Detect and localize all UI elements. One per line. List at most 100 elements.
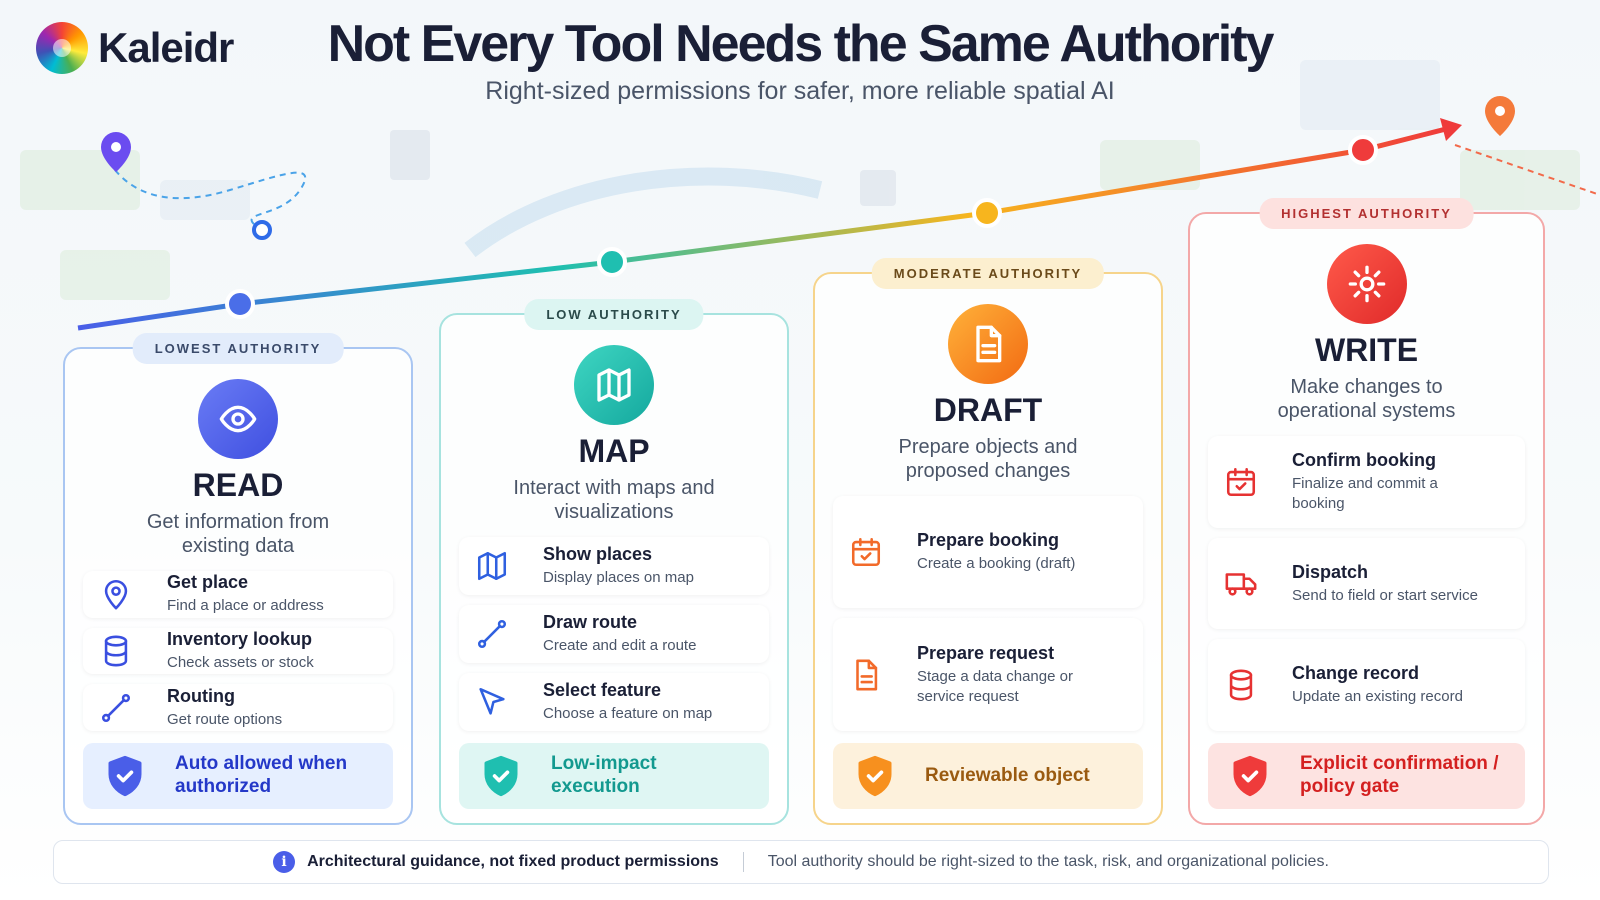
tool-icon [104, 635, 128, 667]
tier-name: MAP [578, 433, 650, 469]
tier-badge: HIGHEST AUTHORITY [1259, 198, 1474, 229]
outcome-text: Explicit confirmation / policy gate [1300, 753, 1499, 797]
tool-row: Prepare booking Create a booking (draft) [833, 495, 1143, 609]
map-blocks [20, 60, 1580, 300]
tool-description: Choose a feature on map [543, 705, 713, 723]
tool-description: Check assets or stock [167, 654, 314, 672]
outcome-icon [108, 755, 142, 797]
tool-row: Change record Update an existing record [1208, 639, 1525, 731]
logo [36, 22, 88, 74]
pin-dot [111, 142, 121, 152]
tool-name: Show places [543, 544, 653, 565]
tier-badge: LOWEST AUTHORITY [132, 333, 344, 364]
tool-text: Prepare request Stage a data change or se… [917, 643, 1107, 706]
footer-note: Architectural guidance, not fixed produc… [307, 853, 719, 870]
tool-name: Prepare request [917, 643, 1055, 664]
tool-icon [101, 693, 131, 722]
tier-glyph [597, 368, 631, 402]
tool-name: Select feature [543, 680, 662, 701]
tool-description: Send to field or start service [1292, 586, 1478, 604]
tool-row: Confirm booking Finalize and commit a boo… [1208, 435, 1525, 528]
tool-text: Get place Find a place or address [167, 572, 324, 616]
tool-description: Display places on map [543, 569, 694, 587]
tool-name: Dispatch [1292, 561, 1369, 582]
tool-text: Prepare booking Create a booking (draft) [917, 530, 1075, 574]
tool-text: Draw route Create and edit a route [543, 612, 696, 656]
tier-name: READ [192, 467, 284, 503]
tool-icon [477, 619, 507, 648]
outcome-text: Reviewable object [925, 764, 1090, 786]
outcome: Explicit confirmation / policy gate [1208, 743, 1525, 809]
tier-glyph [219, 405, 257, 433]
tier-name: DRAFT [933, 392, 1043, 428]
route-dash [114, 169, 307, 231]
tier-card: LOWEST AUTHORITY READ Get information from… [63, 333, 413, 825]
outcome: Reviewable object [833, 743, 1143, 809]
tool-name: Inventory lookup [167, 629, 313, 650]
tool-text: Show places Display places on map [543, 544, 694, 588]
tool-description: Stage a data change or service request [917, 668, 1073, 705]
tool-text: Dispatch Send to field or start service [1292, 562, 1478, 606]
outcome-text: Low-impact execution [551, 753, 657, 797]
subtitle: Right-sized permissions for safer, more … [485, 77, 1115, 105]
tool-list: Show places Display places on map Draw rou… [459, 536, 769, 732]
brand: Kaleidr [36, 22, 234, 74]
tool-row: Get place Find a place or address [83, 570, 393, 618]
tool-text: Routing Get route options [167, 686, 282, 730]
tool-row: Select feature Choose a feature on map [459, 672, 769, 732]
tier-description: Prepare objects and proposed changes [898, 436, 1078, 483]
outcome-icon [858, 755, 892, 797]
tool-list: Prepare booking Create a booking (draft) P… [833, 495, 1143, 731]
tool-icon [856, 659, 878, 691]
tool-icon [1226, 467, 1256, 496]
tool-row: Inventory lookup Check assets or stock [83, 627, 393, 675]
tool-icon [851, 538, 881, 567]
arrow-head [1440, 118, 1462, 141]
tool-description: Update an existing record [1292, 688, 1463, 706]
tier-icon [948, 304, 1028, 384]
tier-badge: MODERATE AUTHORITY [871, 258, 1105, 289]
outcome-icon [484, 755, 518, 797]
tier-icon [1326, 244, 1407, 324]
route-end [252, 220, 272, 240]
tier-icon [198, 379, 278, 459]
tool-name: Routing [167, 685, 235, 706]
tier-icon [574, 345, 654, 425]
tier-glyph [976, 325, 1002, 363]
footer-detail: Tool authority should be right-sized to … [767, 853, 1329, 870]
footer: i Architectural guidance, not fixed prod… [53, 840, 1549, 884]
info-icon: i [273, 851, 296, 873]
tool-icon [104, 580, 128, 610]
tool-description: Get route options [167, 710, 283, 728]
tool-description: Find a place or address [167, 597, 324, 615]
tool-list: Confirm booking Finalize and commit a boo… [1208, 435, 1525, 731]
brand-name: Kaleidr [98, 24, 234, 71]
outcome-text: Auto allowed when authorized [175, 753, 348, 797]
tool-name: Get place [167, 572, 249, 593]
tier-card: HIGHEST AUTHORITY WRITE Make changes to op… [1188, 198, 1545, 825]
tool-text: Confirm booking Finalize and commit a boo… [1292, 450, 1482, 513]
tier-description: Interact with maps and visualizations [513, 477, 715, 524]
outcome-icon [1233, 755, 1267, 797]
tool-text: Select feature Choose a feature on map [543, 680, 712, 724]
tool-row: Draw route Create and edit a route [459, 604, 769, 663]
tier-description: Get information from existing data [146, 511, 330, 558]
title: Not Every Tool Needs the Same Authority [327, 15, 1275, 73]
tool-name: Draw route [543, 612, 638, 633]
tool-description: Finalize and commit a booking [1292, 475, 1438, 512]
route-dash [1454, 144, 1600, 196]
tool-name: Change record [1292, 663, 1420, 684]
tool-row: Show places Display places on map [459, 536, 769, 595]
tool-list: Get place Find a place or address Inventor… [83, 570, 393, 731]
tool-icon [1225, 573, 1257, 596]
tier-glyph [1348, 265, 1385, 303]
tool-name: Prepare booking [917, 530, 1060, 551]
outcome: Low-impact execution [459, 743, 769, 809]
tool-row: Prepare request Stage a data change or se… [833, 618, 1143, 731]
tier-badge: LOW AUTHORITY [524, 299, 704, 330]
outcome: Auto allowed when authorized [83, 743, 393, 809]
tool-row: Routing Get route options [83, 684, 393, 731]
